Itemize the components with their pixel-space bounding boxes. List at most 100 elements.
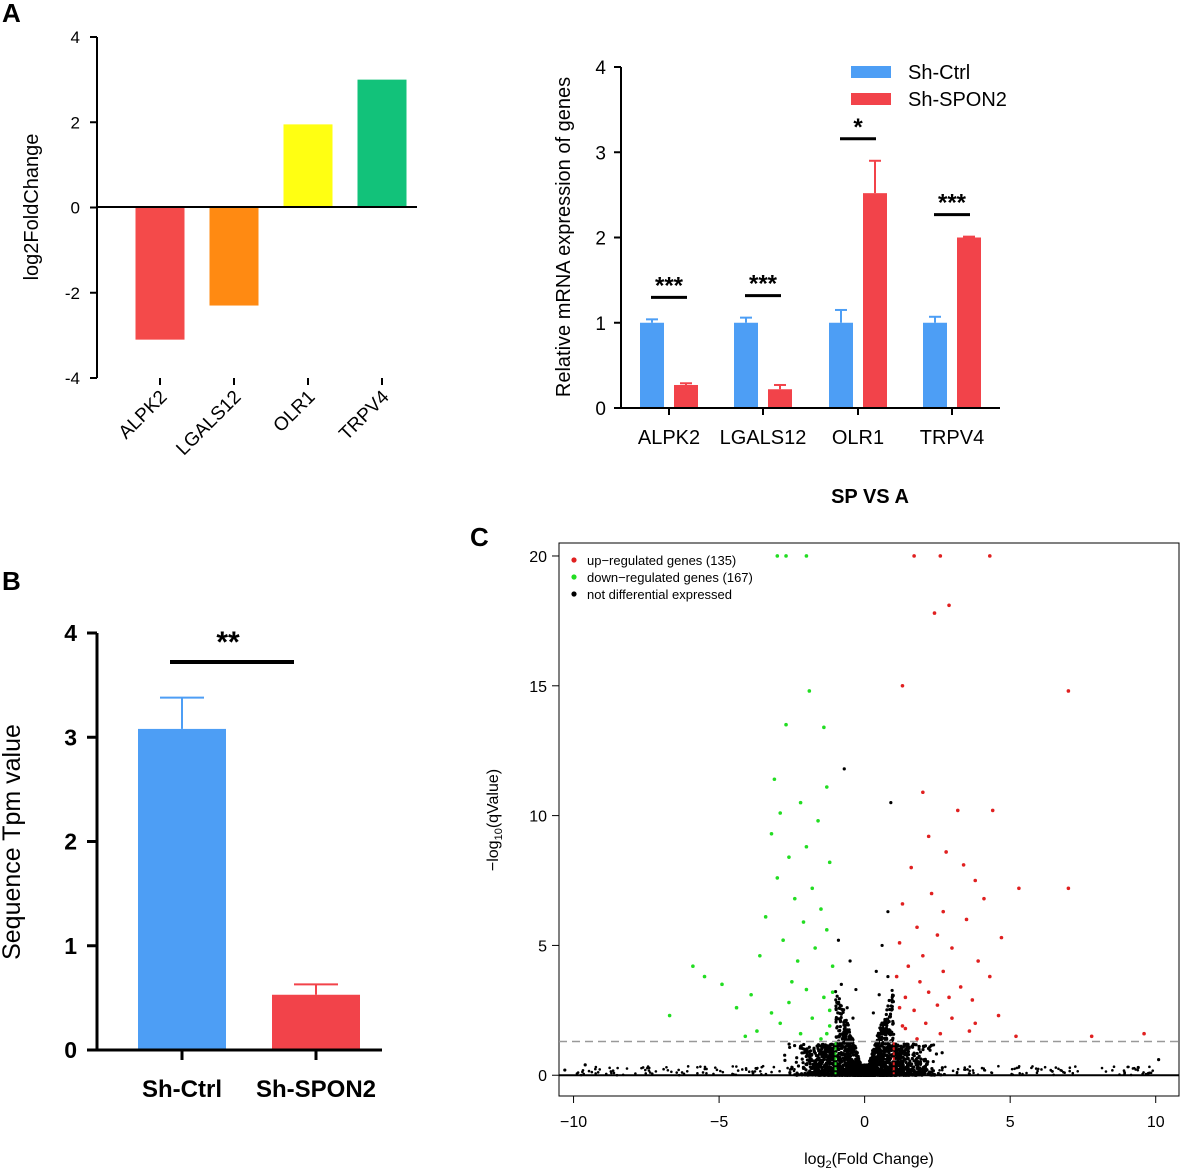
ns-point — [1104, 1070, 1108, 1073]
ns-point — [837, 1006, 842, 1010]
bar-sh-spon2 — [272, 994, 360, 1050]
ns-point — [887, 1058, 892, 1063]
ns-point — [879, 1055, 883, 1059]
ns-point — [747, 1070, 751, 1074]
ns-point — [877, 993, 881, 997]
ns-point — [873, 1066, 877, 1071]
down-regulated-point — [763, 915, 768, 919]
ns-point — [821, 1055, 825, 1059]
up-regulated-point — [967, 1029, 972, 1033]
ns-point — [890, 998, 894, 1002]
up-regulated-point — [918, 979, 922, 984]
down-regulated-point — [801, 920, 806, 924]
y-tick-label: 2 — [64, 829, 77, 855]
ns-point — [715, 1068, 719, 1072]
x-tick-label: Sh-Ctrl — [142, 1076, 222, 1103]
ns-point — [1151, 1069, 1155, 1072]
ns-point — [1057, 1067, 1060, 1071]
up-regulated-point — [1014, 1034, 1018, 1039]
ns-point — [634, 1072, 637, 1075]
ns-point — [931, 1069, 935, 1073]
ns-point — [647, 1066, 651, 1070]
x-tick-label: ALPK2 — [115, 387, 172, 444]
ns-point — [940, 1066, 944, 1070]
ns-point — [1142, 1071, 1145, 1074]
ns-point — [1030, 1066, 1033, 1070]
ns-point — [968, 1065, 972, 1068]
ns-point — [964, 1068, 967, 1071]
ns-point — [906, 1042, 910, 1046]
ns-point — [834, 1004, 838, 1008]
ns-point — [915, 1051, 919, 1056]
down-regulated-point — [778, 1021, 783, 1026]
ns-point — [854, 1050, 858, 1054]
down-regulated-point — [795, 959, 800, 963]
ns-point — [843, 1045, 848, 1049]
ns-point — [857, 1066, 861, 1070]
ns-point — [884, 1012, 888, 1017]
y-tick-label: 0 — [64, 1037, 77, 1063]
ns-point — [837, 997, 841, 1001]
ns-point — [925, 1068, 929, 1072]
ns-point — [872, 1056, 876, 1061]
y-tick-label: 3 — [64, 724, 77, 750]
ns-point — [594, 1067, 597, 1071]
down-regulated-point — [734, 1005, 739, 1010]
ns-point — [817, 1056, 821, 1060]
up-regulated-point — [915, 925, 919, 930]
ns-point — [1127, 1065, 1130, 1069]
down-regulated-point — [819, 1037, 823, 1041]
ns-point — [1036, 1069, 1039, 1073]
ns-point — [801, 1061, 805, 1065]
ns-point — [835, 994, 839, 998]
ns-point — [904, 1065, 909, 1069]
ns-point — [855, 1054, 859, 1058]
ns-point — [885, 1060, 889, 1064]
ns-point — [886, 1004, 890, 1008]
ns-point — [852, 1046, 856, 1050]
ns-point — [814, 1066, 817, 1069]
ns-point — [805, 1058, 810, 1062]
y-axis-label: −log10(qValue) — [485, 769, 505, 871]
down-regulated-point — [702, 974, 707, 979]
ns-point — [882, 1057, 886, 1061]
ns-point — [980, 1066, 984, 1070]
ns-point — [1018, 1071, 1022, 1075]
ns-point — [594, 1065, 598, 1069]
up-regulated-point — [982, 896, 986, 901]
ns-point — [938, 1068, 941, 1072]
down-regulated-point — [790, 979, 794, 984]
ns-point — [887, 1020, 891, 1024]
ns-point — [880, 1044, 884, 1048]
down-regulated-point — [798, 1031, 803, 1036]
legend-label: up−regulated genes (135) — [587, 553, 736, 568]
ns-point — [963, 1066, 967, 1069]
down-regulated-point — [819, 907, 823, 911]
tpm-chart: ** Sh-Ctrl Sh-SPON2 0 1 2 3 4 Sequence Tpm val… — [0, 620, 382, 1103]
ns-point — [808, 1049, 813, 1053]
ns-point — [805, 1049, 809, 1054]
ns-point — [830, 1051, 835, 1055]
x-tick-label: LGALS12 — [172, 387, 245, 460]
significance-marker: * — [853, 114, 863, 141]
ns-point — [843, 1035, 848, 1039]
ns-point — [713, 1066, 717, 1069]
ns-point — [883, 1042, 887, 1046]
ns-point — [1068, 1066, 1072, 1070]
ns-point — [736, 1069, 740, 1072]
up-regulated-point — [938, 1031, 943, 1036]
x-tick-label: −5 — [710, 1114, 728, 1131]
ns-point — [1010, 1067, 1014, 1071]
ns-point — [847, 1036, 851, 1040]
ns-point — [880, 1062, 885, 1066]
bar-lgals12-sh-spon2 — [768, 389, 792, 408]
ns-point — [956, 1067, 960, 1071]
ns-point — [874, 1071, 878, 1074]
ns-point — [844, 1067, 848, 1071]
ns-point — [804, 1062, 808, 1066]
ns-point — [891, 1022, 895, 1026]
bar-alpk2-sh-ctrl — [640, 322, 664, 408]
up-regulated-point — [999, 935, 1004, 940]
ns-point — [882, 1051, 886, 1055]
ns-point — [587, 1069, 591, 1073]
